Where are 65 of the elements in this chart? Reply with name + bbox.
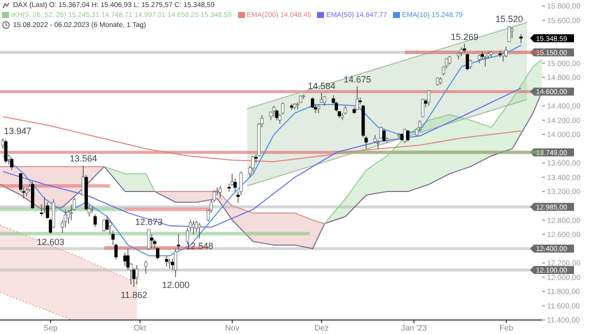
candlestick <box>94 214 97 228</box>
candlestick <box>156 246 160 260</box>
annotation: 14.675 <box>344 74 372 84</box>
line-series <box>2 44 522 256</box>
candlestick <box>364 135 368 150</box>
candlestick <box>82 165 85 196</box>
annotation: 13.564 <box>70 154 98 164</box>
candlestick <box>519 34 523 44</box>
x-tick-label: Nov <box>225 324 240 333</box>
candlestick <box>147 228 150 250</box>
candlestick <box>462 43 466 53</box>
candlestick <box>153 238 156 250</box>
annotation: 15.520 <box>495 14 524 24</box>
candlestick <box>275 109 278 121</box>
candlestick <box>468 59 472 70</box>
x-tick-label: Sep <box>44 324 58 333</box>
candlestick <box>218 185 222 198</box>
candlestick <box>418 120 422 132</box>
candlestick <box>466 53 470 71</box>
candlestick <box>150 234 154 250</box>
candlestick <box>236 191 240 204</box>
candlestick <box>174 248 178 278</box>
annotation: 13.947 <box>4 126 32 136</box>
candlestick <box>144 260 148 274</box>
candlestick <box>105 216 109 230</box>
candlestick <box>108 220 112 235</box>
candlestick <box>507 26 511 42</box>
candlestick <box>510 27 514 39</box>
candlestick <box>382 128 386 143</box>
candlestick <box>501 52 505 62</box>
candlestick <box>4 139 8 164</box>
candlestick <box>30 181 34 210</box>
candlestick <box>504 46 508 58</box>
candlestick <box>379 126 383 140</box>
candlestick <box>10 156 14 171</box>
x-tick-label: Feb <box>499 324 514 333</box>
candlestick <box>403 128 406 144</box>
annotation: 12.000 <box>162 280 190 290</box>
candlestick <box>198 222 202 238</box>
annotation: 14.584 <box>308 80 336 91</box>
x-tick-label: Okt <box>134 324 147 333</box>
candlestick <box>135 264 138 285</box>
annotation: 12.603 <box>36 237 64 248</box>
candlestick <box>176 234 180 250</box>
candlestick <box>406 130 410 142</box>
annotation: 12.673 <box>135 217 163 228</box>
candlestick <box>322 96 326 106</box>
candlestick <box>164 255 168 267</box>
candlestick <box>272 106 276 118</box>
line-series <box>2 116 522 162</box>
candlestick <box>168 258 172 270</box>
x-tick-label: Dez <box>314 324 329 333</box>
line-series <box>2 88 522 228</box>
candlestick <box>46 202 50 220</box>
annotation: 12.548 <box>186 241 214 252</box>
candlestick <box>427 90 430 106</box>
x-tick-label: Jan '23 <box>401 324 428 333</box>
candlestick <box>254 154 258 164</box>
annotation: 15.269 <box>450 32 478 42</box>
annotation: 11.862 <box>120 290 148 300</box>
candlestick <box>484 56 487 68</box>
candlestick <box>356 86 359 111</box>
candlestick <box>102 218 106 232</box>
candlestick <box>421 98 424 118</box>
candlestick <box>320 92 324 104</box>
